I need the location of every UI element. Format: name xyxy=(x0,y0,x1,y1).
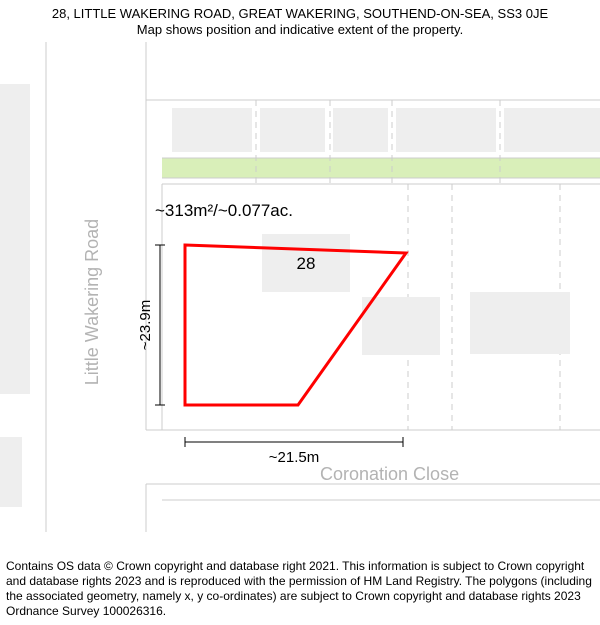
svg-text:28: 28 xyxy=(297,254,316,273)
svg-text:~21.5m: ~21.5m xyxy=(269,449,319,466)
header: 28, LITTLE WAKERING ROAD, GREAT WAKERING… xyxy=(0,0,600,39)
property-subtitle: Map shows position and indicative extent… xyxy=(10,22,590,37)
property-title: 28, LITTLE WAKERING ROAD, GREAT WAKERING… xyxy=(10,6,590,21)
svg-text:Coronation Close: Coronation Close xyxy=(320,464,459,484)
svg-text:~23.9m: ~23.9m xyxy=(137,300,154,350)
property-map: 28 ~313m²/~0.077ac. ~23.9m ~21.5m Little Wak… xyxy=(0,42,600,532)
copyright-footer: Contains OS data © Crown copyright and d… xyxy=(0,555,600,625)
svg-text:~313m²/~0.077ac.: ~313m²/~0.077ac. xyxy=(155,201,293,220)
svg-text:Little Wakering Road: Little Wakering Road xyxy=(82,219,102,385)
